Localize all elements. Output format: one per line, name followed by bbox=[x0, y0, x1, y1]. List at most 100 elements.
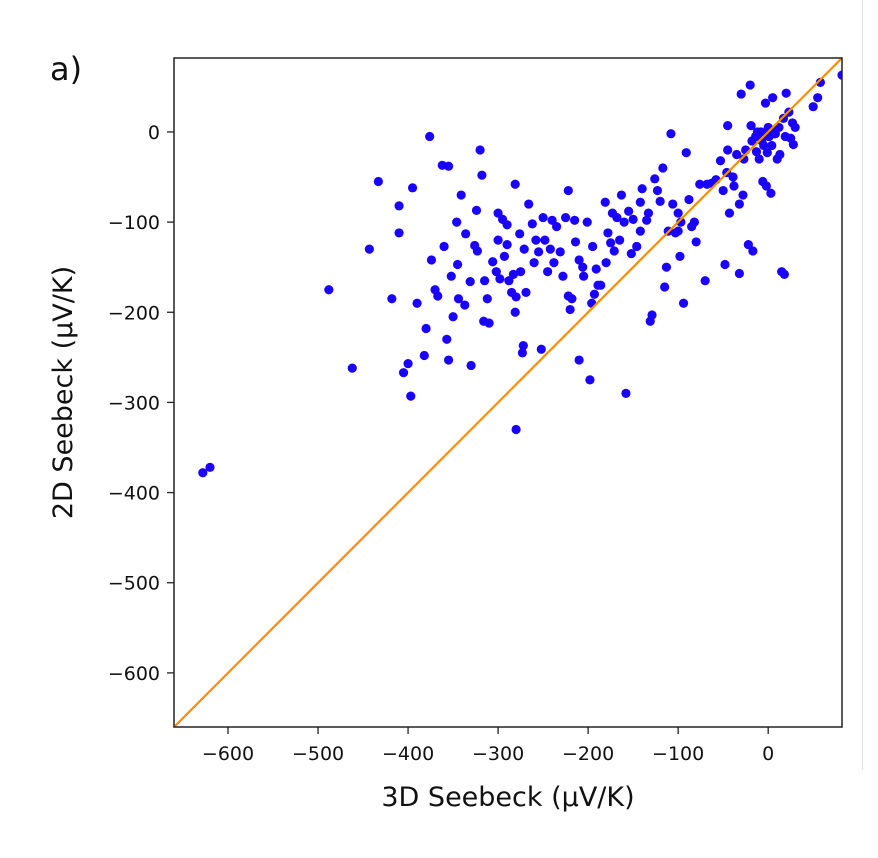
data-point bbox=[484, 318, 494, 328]
panel-label: a) bbox=[50, 50, 83, 88]
data-point bbox=[779, 269, 789, 279]
data-point bbox=[762, 148, 772, 158]
data-point bbox=[477, 170, 487, 180]
data-point bbox=[778, 113, 789, 124]
data-point bbox=[347, 363, 357, 373]
x-axis-label: 3D Seebeck (μV/K) bbox=[381, 782, 634, 813]
data-point bbox=[518, 341, 528, 351]
data-point bbox=[720, 259, 730, 270]
data-point bbox=[642, 215, 652, 225]
data-point bbox=[760, 98, 771, 108]
x-tick-label: −300 bbox=[472, 743, 524, 765]
data-point bbox=[482, 294, 492, 304]
data-point bbox=[788, 139, 798, 150]
data-point bbox=[555, 247, 565, 257]
data-point bbox=[661, 262, 672, 272]
data-point bbox=[549, 258, 559, 268]
data-point bbox=[596, 280, 606, 290]
data-point bbox=[578, 262, 588, 272]
data-point bbox=[421, 323, 431, 334]
data-point bbox=[700, 276, 710, 286]
data-point bbox=[745, 80, 755, 90]
y-tick-label: −300 bbox=[108, 392, 160, 414]
y-tick-label: −600 bbox=[108, 663, 160, 685]
data-point bbox=[775, 149, 785, 160]
data-point bbox=[637, 184, 647, 194]
y-tick-label: −100 bbox=[108, 212, 160, 234]
data-point bbox=[658, 163, 668, 173]
y-tick-label: −500 bbox=[108, 573, 160, 595]
data-point bbox=[601, 258, 611, 268]
data-point bbox=[715, 156, 726, 166]
y-axis-label: 2D Seebeck (μV/K) bbox=[48, 266, 79, 519]
data-point bbox=[567, 294, 577, 304]
plot-area bbox=[174, 58, 842, 727]
data-point bbox=[561, 212, 571, 223]
data-point bbox=[695, 179, 705, 189]
data-point bbox=[734, 199, 744, 209]
data-point bbox=[655, 196, 665, 206]
data-point bbox=[534, 247, 544, 257]
data-point bbox=[628, 214, 638, 224]
data-point bbox=[652, 185, 663, 196]
data-point bbox=[517, 348, 528, 358]
data-point bbox=[723, 145, 733, 155]
data-point bbox=[718, 185, 728, 196]
data-point bbox=[723, 121, 733, 131]
data-point bbox=[647, 310, 657, 320]
x-axis: −600 −500 −400 −300 −200 −100 0 bbox=[202, 727, 774, 765]
data-point bbox=[588, 241, 598, 252]
data-point bbox=[540, 235, 550, 245]
data-point bbox=[475, 145, 485, 155]
data-point bbox=[660, 282, 670, 292]
data-point bbox=[448, 312, 458, 322]
data-point bbox=[691, 237, 701, 247]
data-point bbox=[761, 181, 771, 191]
data-point bbox=[443, 161, 454, 171]
data-point bbox=[626, 249, 636, 259]
data-point bbox=[394, 201, 404, 211]
data-point bbox=[439, 241, 449, 252]
data-point bbox=[748, 246, 758, 256]
data-point bbox=[739, 154, 749, 164]
data-point bbox=[510, 179, 520, 189]
data-point bbox=[734, 268, 744, 279]
panel-divider bbox=[862, 0, 863, 770]
data-point bbox=[529, 258, 539, 268]
data-point bbox=[324, 285, 334, 295]
data-point bbox=[759, 140, 769, 151]
data-point bbox=[394, 228, 404, 238]
data-point bbox=[543, 267, 553, 277]
x-tick-label: −600 bbox=[202, 743, 254, 765]
data-point bbox=[406, 391, 416, 401]
data-point bbox=[606, 238, 616, 248]
data-point bbox=[600, 197, 610, 207]
axes-frame bbox=[173, 57, 843, 728]
data-point bbox=[515, 229, 525, 239]
data-point bbox=[472, 246, 482, 256]
x-tick-label: −100 bbox=[652, 743, 704, 765]
data-point bbox=[461, 229, 471, 239]
data-point bbox=[425, 131, 435, 142]
data-point bbox=[774, 122, 784, 133]
data-point bbox=[205, 462, 215, 472]
data-point bbox=[675, 251, 685, 261]
data-point bbox=[508, 269, 519, 279]
data-point bbox=[746, 121, 756, 131]
data-point bbox=[488, 257, 498, 267]
data-point bbox=[729, 181, 739, 191]
data-point bbox=[815, 77, 825, 87]
data-point bbox=[603, 228, 613, 238]
data-point bbox=[479, 276, 490, 286]
data-point bbox=[589, 289, 600, 299]
data-point bbox=[668, 199, 678, 209]
data-point bbox=[574, 355, 584, 365]
data-point bbox=[521, 287, 531, 298]
data-point bbox=[519, 244, 529, 254]
data-point bbox=[766, 188, 776, 198]
data-point bbox=[666, 129, 676, 139]
data-point bbox=[419, 350, 429, 361]
data-point bbox=[398, 368, 409, 378]
data-point bbox=[673, 226, 683, 236]
data-point bbox=[511, 292, 521, 302]
